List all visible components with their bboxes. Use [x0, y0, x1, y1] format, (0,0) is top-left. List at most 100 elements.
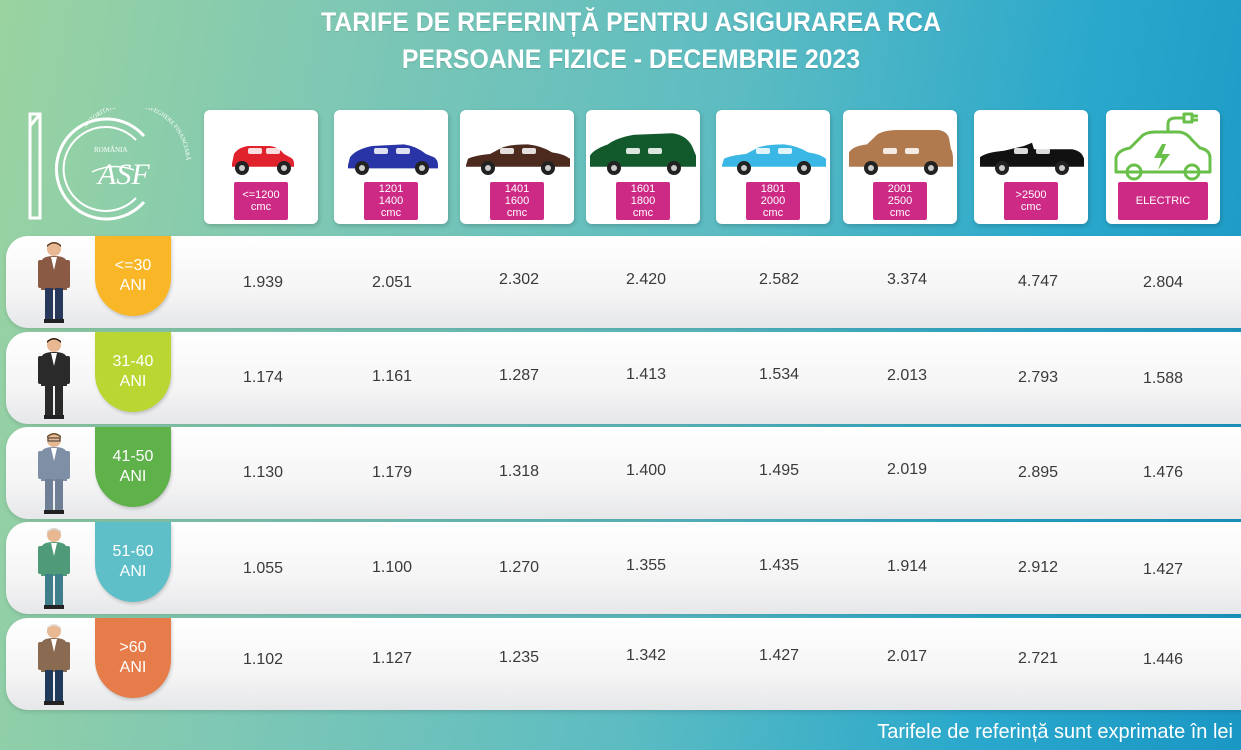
engine-capacity-line2: 1600 [504, 195, 530, 207]
engine-capacity-line1: ELECTRIC [1135, 195, 1191, 207]
age-range-label: >60 [119, 639, 147, 656]
tariff-value: 1.287 [498, 367, 540, 384]
engine-capacity-label: 2001 2500 cmc [873, 182, 927, 220]
tariff-value: 2.051 [371, 274, 413, 291]
age-group-badge: 51-60 ANI [95, 522, 171, 602]
tariff-value: 2.793 [1017, 369, 1059, 386]
age-group-row: >60 ANI 1.102 1.127 1.235 1.342 1.427 2.017 2.72… [6, 618, 1241, 710]
age-group-badge: 31-40 ANI [95, 332, 171, 412]
tariff-value: 1.055 [242, 560, 284, 577]
age-unit-label: ANI [119, 563, 147, 580]
tariff-value: 2.895 [1017, 464, 1059, 481]
tariff-value: 2.582 [758, 271, 800, 288]
engine-capacity-label: ELECTRIC [1118, 182, 1208, 220]
engine-capacity-line3: cmc [632, 207, 654, 219]
age-unit-label: ANI [119, 468, 147, 485]
age-unit-label: ANI [119, 373, 147, 390]
tariff-value: 1.179 [371, 464, 413, 481]
engine-capacity-label: 1801 2000 cmc [746, 182, 800, 220]
person-figure [34, 336, 74, 425]
person-figure [34, 240, 74, 329]
engine-capacity-label: <=1200 cmc [234, 182, 288, 220]
tariff-value: 2.420 [625, 271, 667, 288]
small-hatchback-car-icon [232, 146, 294, 175]
sedan-car-icon [722, 144, 826, 175]
engine-capacity-line3: cmc [1020, 201, 1042, 213]
tariff-value: 4.747 [1017, 273, 1059, 290]
engine-capacity-line3: cmc [506, 207, 528, 219]
car-category-card: ELECTRIC [1106, 110, 1220, 224]
older-man-vest-icon [38, 528, 70, 609]
age-range-label: <=30 [114, 257, 152, 274]
engine-capacity-label: 1401 1600 cmc [490, 182, 544, 220]
tariff-value: 1.355 [625, 557, 667, 574]
tariff-value: 1.495 [758, 462, 800, 479]
person-figure [34, 622, 74, 711]
sedan-car-icon [466, 144, 570, 175]
car-category-card: <=1200 cmc [204, 110, 318, 224]
tariff-value: 1.270 [498, 559, 540, 576]
engine-capacity-line2: 2500 [887, 195, 913, 207]
car-category-card: 1401 1600 cmc [460, 110, 574, 224]
age-group-row: <=30 ANI 1.939 2.051 2.302 2.420 2.582 3.374 4.7… [6, 236, 1241, 328]
tariff-value: 2.912 [1017, 559, 1059, 576]
engine-capacity-line3: cmc [250, 201, 272, 213]
engine-capacity-line1: 1801 [760, 183, 786, 195]
engine-capacity-line1: 1401 [504, 183, 530, 195]
tariff-value: 1.127 [371, 650, 413, 667]
tariff-value: 1.102 [242, 651, 284, 668]
electric-car-plug-icon [1114, 112, 1212, 181]
age-range-label: 41-50 [112, 448, 154, 465]
tariff-value: 3.374 [886, 271, 928, 288]
tariff-value: 1.427 [758, 647, 800, 664]
svg-text:ASF: ASF [96, 158, 150, 191]
tariff-value: 2.019 [886, 461, 928, 478]
car-category-card: 2001 2500 cmc [843, 110, 957, 224]
tariff-value: 1.427 [1142, 561, 1184, 578]
tariff-value: 1.476 [1142, 464, 1184, 481]
businessman-icon [38, 338, 70, 419]
elderly-man-icon [38, 624, 70, 705]
engine-capacity-line3: cmc [889, 207, 911, 219]
title-line-1: TARIFE DE REFERINȚĂ PENTRU ASIGURAREA RC… [320, 7, 942, 37]
engine-capacity-line2: 1400 [378, 195, 404, 207]
title-line-2: PERSOANE FIZICE - DECEMBRIE 2023 [401, 44, 861, 74]
age-range-label: 51-60 [112, 543, 154, 560]
engine-capacity-label: >2500 cmc [1004, 182, 1058, 220]
footer-note: Tarifele de referință sunt exprimate în … [877, 721, 1233, 743]
engine-capacity-line1: >2500 [1015, 189, 1047, 201]
engine-capacity-line3: cmc [762, 207, 784, 219]
tariff-value: 1.435 [758, 557, 800, 574]
engine-capacity-line2: 1800 [630, 195, 656, 207]
age-unit-label: ANI [119, 277, 147, 294]
young-man-icon [38, 242, 70, 323]
hatchback-car-icon [348, 144, 438, 175]
tariff-value: 1.318 [498, 463, 540, 480]
engine-capacity-line1: 1601 [630, 183, 656, 195]
tariff-value: 1.100 [371, 559, 413, 576]
engine-capacity-label: 1201 1400 cmc [364, 182, 418, 220]
tariff-value: 2.013 [886, 367, 928, 384]
engine-capacity-line1: 1201 [378, 183, 404, 195]
logo-country-text: ROMÂNIA [94, 146, 127, 154]
age-group-row: 51-60 ANI 1.055 1.100 1.270 1.355 1.435 1.914 2.… [6, 522, 1241, 614]
tariff-value: 2.017 [886, 648, 928, 665]
car-category-card: 1801 2000 cmc [716, 110, 830, 224]
tariff-value: 1.400 [625, 462, 667, 479]
age-group-row: 41-50 ANI 1.130 1.179 1.318 1.400 1.495 2.019 2.… [6, 427, 1241, 519]
tariff-value: 1.130 [242, 464, 284, 481]
minivan-car-icon [590, 133, 696, 175]
tariff-value: 1.914 [886, 558, 928, 575]
age-unit-label: ANI [119, 659, 147, 676]
tariff-value: 1.413 [625, 366, 667, 383]
tariff-value: 1.534 [758, 366, 800, 383]
person-figure [34, 526, 74, 615]
age-group-badge: <=30 ANI [95, 236, 171, 316]
man-with-glasses-icon [38, 433, 70, 514]
tariff-value: 1.235 [498, 649, 540, 666]
car-category-card: 1201 1400 cmc [334, 110, 448, 224]
tariff-value: 2.302 [498, 271, 540, 288]
tariff-value: 1.939 [242, 274, 284, 291]
car-category-card: >2500 cmc [974, 110, 1088, 224]
tariff-value: 1.161 [371, 368, 413, 385]
